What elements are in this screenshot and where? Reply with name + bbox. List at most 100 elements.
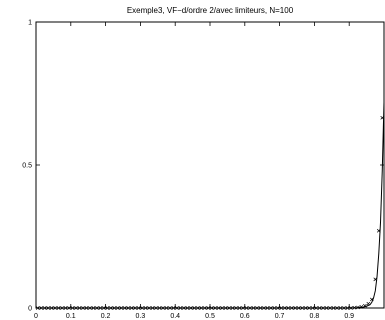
data-point-x-marker [91,306,96,310]
data-point-x-marker [272,306,277,310]
data-point-x-marker [241,306,245,310]
data-point-x-marker [359,305,364,309]
x-axis: 0 0.1 0.2 0.3 0.4 0.5 0.6 0.7 0.8 0.9 [34,22,354,320]
data-point-x-marker [168,306,172,310]
data-point-x-marker [269,306,273,310]
data-point-x-marker [140,306,144,310]
data-point-x-marker [373,277,378,282]
data-point-x-marker [192,306,197,310]
series-line [36,102,385,309]
data-point-x-marker [237,306,242,310]
data-point-x-marker [199,306,204,310]
data-point-x-marker [70,306,75,310]
data-point-x-marker [345,306,350,310]
data-point-x-marker [369,297,374,302]
data-point-x-marker [185,306,190,310]
data-point-x-marker [164,306,169,310]
x-tick-label: 0.6 [240,313,250,320]
data-point-x-marker [279,306,284,310]
data-point-x-marker [276,306,280,310]
data-point-x-marker [363,303,367,308]
data-point-x-marker [133,306,138,310]
data-point-x-marker [195,306,200,310]
data-point-x-marker [314,306,318,310]
data-point-x-marker [150,306,155,310]
data-point-x-marker [63,306,68,310]
data-point-x-marker [303,306,308,310]
x-tick-label: 0.3 [136,313,146,320]
data-point-x-marker [286,306,291,310]
data-point-x-marker [136,306,141,310]
data-point-x-marker [95,306,99,310]
data-point-x-marker [67,306,71,310]
data-point-x-marker [307,306,312,310]
data-point-x-marker [81,306,85,310]
data-point-x-marker [98,306,103,310]
data-point-x-marker [178,306,183,310]
data-point-x-marker [293,306,298,310]
data-point-x-marker [220,306,225,310]
data-point-x-marker [380,115,385,120]
data-point-x-marker [49,306,54,310]
data-point-x-marker [171,306,176,310]
data-point-x-marker [115,306,120,310]
y-tick-label: 0.5 [22,163,32,170]
data-point-x-marker [262,306,266,310]
data-point-x-marker [147,306,151,310]
data-point-x-marker [328,306,332,310]
data-point-x-marker [112,306,117,310]
data-point-x-marker [175,306,179,310]
plot-frame [35,21,385,309]
data-point-x-marker [53,306,57,310]
data-point-x-marker [42,306,47,310]
data-point-x-marker [255,306,259,310]
data-point-x-marker [248,306,252,310]
data-point-x-marker [338,306,343,310]
data-point-x-marker [119,306,124,310]
data-point-x-marker [126,306,131,310]
y-tick-label: 1 [28,20,32,27]
data-point-x-marker [182,306,186,310]
data-point-x-marker [88,306,92,310]
data-point-x-marker [282,306,287,310]
x-tick-label: 0.2 [101,313,111,320]
data-point-x-marker [321,306,325,310]
x-tick-label: 0.4 [170,313,180,320]
data-point-x-marker [84,306,89,310]
x-tick-label: 0.5 [205,313,215,320]
data-point-x-marker [244,306,249,310]
data-point-x-marker [289,306,294,310]
data-point-x-marker [223,306,228,310]
data-point-x-marker [216,306,221,310]
data-point-x-marker [376,228,381,233]
data-point-x-marker [310,306,315,310]
x-tick-label: 0.8 [310,313,320,320]
data-point-x-marker [230,306,235,310]
y-axis: 00.51 [22,20,384,313]
data-point-x-marker [234,306,238,310]
data-point-x-marker [300,306,305,310]
data-point-x-marker [129,306,134,310]
data-point-x-marker [317,306,322,310]
data-point-x-marker [108,306,113,310]
data-point-x-marker [60,306,64,310]
data-point-x-marker [154,306,158,310]
data-point-x-marker [356,305,360,310]
x-tick-label: 0.7 [275,313,285,320]
data-point-x-marker [39,306,44,310]
data-point-x-marker [366,301,371,306]
y-tick-label: 0 [28,306,32,313]
data-point-x-marker [258,306,263,310]
data-point-x-marker [251,306,256,310]
data-point-x-marker [335,306,339,310]
data-point-x-marker [157,306,162,310]
data-point-x-marker [77,306,82,310]
data-point-x-marker [331,306,336,310]
data-point-x-marker [296,306,301,310]
data-point-x-marker [209,306,214,310]
data-point-x-marker [143,306,148,310]
data-point-x-marker [56,306,61,310]
data-point-x-marker [189,306,193,310]
data-point-x-marker [342,306,346,310]
data-point-x-marker [352,305,357,310]
